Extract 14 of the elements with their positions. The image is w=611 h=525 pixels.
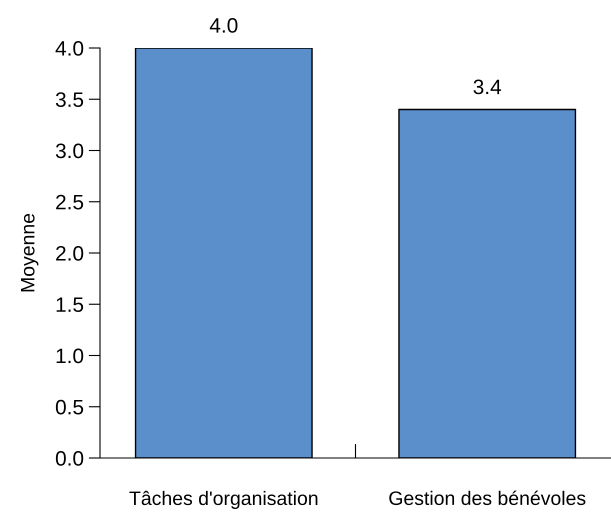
y-tick-label: 0.0 [56, 451, 84, 466]
y-tick-label: 4.0 [56, 41, 84, 56]
data-label: 3.4 [474, 80, 502, 94]
y-axis-title: Moyenne [20, 214, 38, 292]
y-tick-label: 1.5 [56, 297, 84, 312]
data-label: 4.0 [210, 18, 238, 33]
x-tick-label: Tâches d'organisation [129, 490, 318, 509]
y-tick-label: 3.5 [56, 92, 84, 108]
y-tick-label: 3.0 [56, 144, 84, 158]
y-tick-label: 2.0 [56, 246, 84, 261]
y-tick-label: 0.5 [56, 400, 84, 415]
y-tick-label: 1.0 [56, 348, 84, 364]
x-tick-label: Gestion des bénévoles [389, 490, 586, 506]
y-tick-label: 2.5 [56, 194, 84, 210]
